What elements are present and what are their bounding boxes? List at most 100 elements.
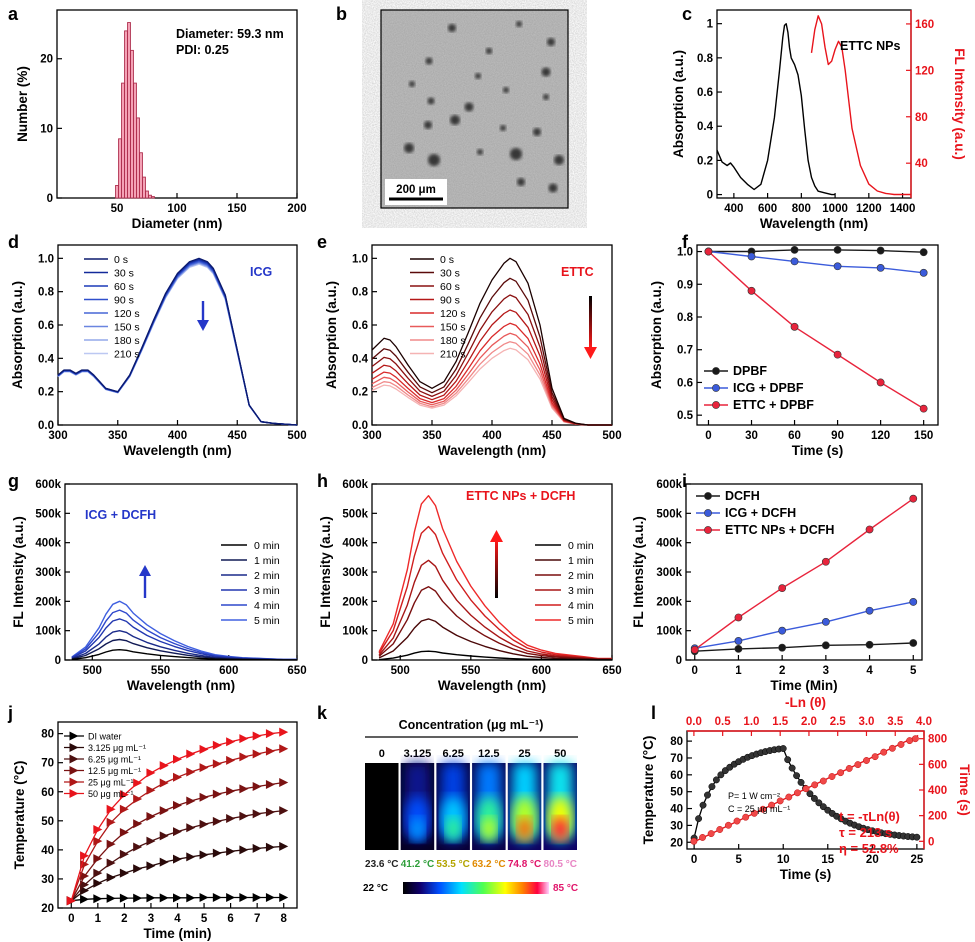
panel-label: f — [682, 232, 689, 252]
data-point — [119, 804, 129, 814]
y-tick-label: 200k — [342, 596, 368, 608]
x-axis-label: Time (s) — [780, 867, 832, 882]
spectrum-line — [371, 257, 612, 426]
temperature-point — [717, 771, 725, 779]
y-axis-label: Absorption (a.u.) — [649, 281, 664, 389]
nanoparticle — [448, 24, 456, 32]
temperature-point — [695, 815, 703, 823]
panel-g: g 500 550 600 650 0 100k 200k 300k 400k 500k 600k Wa… — [8, 471, 307, 693]
y-tick-label: 40 — [670, 804, 683, 816]
temperature-label: 80.5 °C — [544, 859, 577, 870]
data-point — [239, 784, 249, 794]
data-point — [173, 800, 182, 810]
y-tick-label: 1.0 — [352, 253, 368, 265]
legend-marker — [69, 743, 79, 752]
data-point — [690, 645, 699, 654]
nanoparticle — [428, 154, 440, 166]
tem-noise — [381, 10, 568, 208]
y-tick-label: 20 — [670, 837, 683, 849]
x-tick-label: 3 — [823, 665, 829, 677]
y-tick-label: 100k — [656, 626, 682, 638]
legend-label: 90 s — [440, 295, 460, 307]
linear-point — [897, 741, 905, 748]
nanoparticle — [409, 81, 415, 87]
x-tick-label: 2 — [779, 665, 785, 677]
data-point — [186, 823, 196, 833]
x-tick-label: 30 — [745, 430, 758, 442]
data-point — [146, 768, 156, 778]
data-point — [734, 637, 743, 645]
data-point — [226, 786, 236, 796]
legend-label: DI water — [88, 732, 122, 742]
x2-tick-label: 4.0 — [916, 716, 932, 728]
nanoparticle — [517, 178, 525, 186]
data-point — [199, 763, 209, 773]
legend-marker — [704, 492, 712, 500]
x-tick-label: 5 — [201, 913, 208, 925]
data-point — [226, 737, 236, 747]
series-line — [70, 845, 284, 902]
data-point — [133, 819, 143, 829]
data-point — [186, 893, 196, 903]
data-point — [80, 880, 90, 890]
y-tick-label: 40 — [41, 845, 54, 857]
legend-label: 210 s — [114, 349, 140, 361]
data-point — [252, 782, 262, 792]
x-tick-label: 150 — [227, 203, 246, 215]
temperature-point — [806, 790, 814, 798]
legend-label: 25 μg mL⁻¹ — [88, 778, 133, 788]
temperature-point — [712, 776, 720, 784]
y2-tick-label: 120 — [915, 65, 934, 77]
panel-label: i — [682, 471, 687, 491]
data-point — [265, 893, 275, 903]
legend-marker — [69, 766, 79, 775]
y2-axis-label: Time (s) — [957, 764, 972, 816]
y-tick-label: 100k — [342, 626, 368, 638]
histogram-bar — [127, 22, 131, 199]
data-point — [909, 494, 918, 503]
data-point — [734, 644, 743, 653]
x-axis-label: Wavelength (nm) — [760, 216, 868, 231]
y-tick-label: 0 — [362, 655, 368, 667]
panel-a: a 50 100 150 200 0 10 20 Diameter (nm) Number (%)… — [8, 4, 307, 231]
x-tick-label: 1400 — [890, 203, 916, 215]
y-tick-label: 500k — [35, 508, 61, 520]
x-axis-label: Wavelength (nm) — [127, 678, 235, 693]
fl-line — [810, 15, 911, 196]
data-point — [212, 740, 222, 750]
data-point — [865, 606, 874, 615]
y-tick-label: 0.6 — [697, 87, 713, 99]
thermal-core — [552, 817, 568, 841]
thermal-core — [445, 817, 461, 841]
temperature-point — [793, 772, 801, 780]
linear-point — [863, 757, 870, 764]
nanoparticle — [427, 97, 435, 105]
y-tick-label: 0 — [47, 193, 53, 205]
x-axis-label: Time (Min) — [770, 678, 837, 693]
y-tick-label: 0.2 — [38, 387, 54, 399]
data-point — [93, 868, 103, 878]
x-tick-label: 200 — [287, 203, 306, 215]
data-point — [265, 807, 275, 817]
data-point — [159, 806, 169, 816]
panel-l: l 0 5 10 15 20 25 20 30 40 50 60 70 80 Time (s) Tempera… — [641, 695, 972, 882]
data-point — [778, 643, 787, 652]
temperature-point — [797, 778, 805, 786]
series-line — [70, 781, 284, 902]
x-tick-label: 10 — [777, 854, 790, 866]
data-point — [226, 846, 236, 856]
legend-label: 1 min — [254, 555, 280, 567]
temperature-label: 74.8 °C — [508, 859, 541, 870]
data-point — [159, 857, 169, 867]
spectrum-line — [57, 259, 298, 426]
y-tick-label: 60 — [41, 787, 54, 799]
data-point — [279, 777, 289, 787]
series-line — [708, 249, 924, 253]
histogram-bar — [130, 49, 134, 199]
spectrum-line — [371, 332, 612, 426]
legend-label: 0 min — [568, 540, 594, 552]
data-point — [106, 858, 116, 868]
y-tick-label: 0.5 — [677, 410, 694, 422]
data-point — [186, 852, 196, 862]
spectrum-line — [371, 347, 612, 426]
